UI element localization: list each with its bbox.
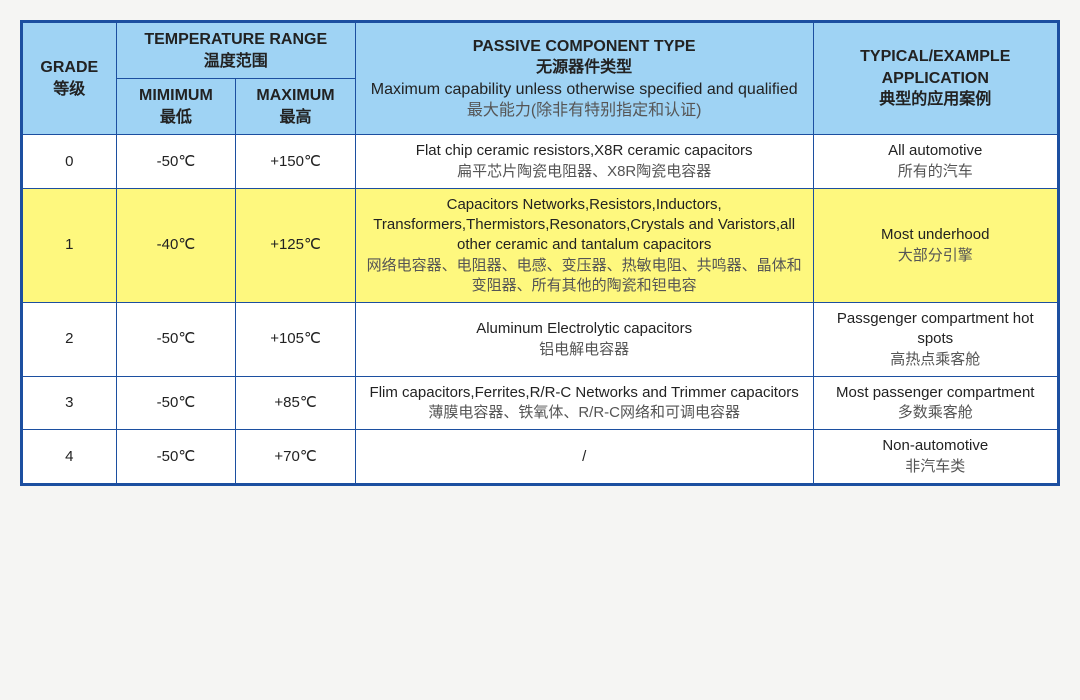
header-grade-en: GRADE bbox=[27, 57, 112, 79]
cell-grade: 0 bbox=[23, 135, 117, 189]
cell-type: Flim capacitors,Ferrites,R/R-C Networks … bbox=[355, 376, 813, 430]
cell-min: -50℃ bbox=[116, 376, 236, 430]
cell-max: +125℃ bbox=[236, 188, 356, 302]
cell-app-cn: 多数乘客舱 bbox=[818, 403, 1053, 423]
header-app-en2: APPLICATION bbox=[818, 68, 1053, 90]
header-type: PASSIVE COMPONENT TYPE 无源器件类型 Maximum ca… bbox=[355, 23, 813, 135]
table-container: GRADE 等级 TEMPERATURE RANGE 温度范围 PASSIVE … bbox=[20, 20, 1060, 486]
cell-type: Capacitors Networks,Resistors,Inductors,… bbox=[355, 188, 813, 302]
cell-type-cn: 网络电容器、电阻器、电感、变压器、热敏电阻、共鸣器、晶体和变阻器、所有其他的陶瓷… bbox=[360, 256, 809, 297]
table-body: 0 -50℃ +150℃ Flat chip ceramic resistors… bbox=[23, 135, 1058, 484]
header-temp-en: TEMPERATURE RANGE bbox=[121, 29, 351, 51]
header-grade-cn: 等级 bbox=[27, 79, 112, 101]
cell-type-en: Capacitors Networks,Resistors,Inductors,… bbox=[360, 195, 809, 256]
cell-max: +150℃ bbox=[236, 135, 356, 189]
table-row: 4 -50℃ +70℃ / Non-automotive 非汽车类 bbox=[23, 430, 1058, 484]
header-app-cn: 典型的应用案例 bbox=[818, 89, 1053, 111]
cell-type-en: Flat chip ceramic resistors,X8R ceramic … bbox=[360, 141, 809, 161]
cell-app-en: Most passenger compartment bbox=[818, 383, 1053, 403]
header-max-en: MAXIMUM bbox=[240, 85, 351, 107]
header-min: MIMIMUM 最低 bbox=[116, 79, 236, 135]
cell-app: Most passenger compartment 多数乘客舱 bbox=[813, 376, 1057, 430]
cell-grade: 1 bbox=[23, 188, 117, 302]
cell-app-cn: 所有的汽车 bbox=[818, 162, 1053, 182]
cell-app-en: All automotive bbox=[818, 141, 1053, 161]
cell-app-en: Most underhood bbox=[818, 225, 1053, 245]
cell-min: -50℃ bbox=[116, 430, 236, 484]
cell-type-cn: 薄膜电容器、铁氧体、R/R-C网络和可调电容器 bbox=[360, 403, 809, 423]
cell-type-en: / bbox=[360, 447, 809, 467]
header-min-en: MIMIMUM bbox=[121, 85, 232, 107]
cell-min: -40℃ bbox=[116, 188, 236, 302]
header-app: TYPICAL/EXAMPLE APPLICATION 典型的应用案例 bbox=[813, 23, 1057, 135]
cell-min: -50℃ bbox=[116, 303, 236, 377]
cell-app-cn: 大部分引擎 bbox=[818, 246, 1053, 266]
cell-grade: 4 bbox=[23, 430, 117, 484]
cell-app-en: Passgenger compartment hot spots bbox=[818, 309, 1053, 350]
cell-max: +85℃ bbox=[236, 376, 356, 430]
header-app-en: TYPICAL/EXAMPLE bbox=[818, 46, 1053, 68]
cell-type: Flat chip ceramic resistors,X8R ceramic … bbox=[355, 135, 813, 189]
header-type-sub-en: Maximum capability unless otherwise spec… bbox=[360, 79, 809, 101]
header-max: MAXIMUM 最高 bbox=[236, 79, 356, 135]
cell-type-en: Aluminum Electrolytic capacitors bbox=[360, 319, 809, 339]
table-row: 1 -40℃ +125℃ Capacitors Networks,Resisto… bbox=[23, 188, 1058, 302]
cell-app: Most underhood 大部分引擎 bbox=[813, 188, 1057, 302]
cell-app: Passgenger compartment hot spots 高热点乘客舱 bbox=[813, 303, 1057, 377]
spec-table: GRADE 等级 TEMPERATURE RANGE 温度范围 PASSIVE … bbox=[22, 22, 1058, 484]
cell-app-cn: 非汽车类 bbox=[818, 457, 1053, 477]
header-grade: GRADE 等级 bbox=[23, 23, 117, 135]
cell-type-cn: 铝电解电容器 bbox=[360, 340, 809, 360]
cell-max: +70℃ bbox=[236, 430, 356, 484]
cell-grade: 2 bbox=[23, 303, 117, 377]
cell-type-cn: 扁平芯片陶瓷电阻器、X8R陶瓷电容器 bbox=[360, 162, 809, 182]
cell-app: All automotive 所有的汽车 bbox=[813, 135, 1057, 189]
header-type-en: PASSIVE COMPONENT TYPE bbox=[360, 36, 809, 58]
cell-type: / bbox=[355, 430, 813, 484]
table-row: 3 -50℃ +85℃ Flim capacitors,Ferrites,R/R… bbox=[23, 376, 1058, 430]
header-type-sub-cn: 最大能力(除非有特别指定和认证) bbox=[360, 100, 809, 122]
cell-grade: 3 bbox=[23, 376, 117, 430]
cell-type: Aluminum Electrolytic capacitors 铝电解电容器 bbox=[355, 303, 813, 377]
cell-max: +105℃ bbox=[236, 303, 356, 377]
header-min-cn: 最低 bbox=[121, 107, 232, 129]
cell-app: Non-automotive 非汽车类 bbox=[813, 430, 1057, 484]
cell-type-en: Flim capacitors,Ferrites,R/R-C Networks … bbox=[360, 383, 809, 403]
header-row-1: GRADE 等级 TEMPERATURE RANGE 温度范围 PASSIVE … bbox=[23, 23, 1058, 79]
table-row: 0 -50℃ +150℃ Flat chip ceramic resistors… bbox=[23, 135, 1058, 189]
header-type-cn1: 无源器件类型 bbox=[360, 57, 809, 79]
header-max-cn: 最高 bbox=[240, 107, 351, 129]
cell-min: -50℃ bbox=[116, 135, 236, 189]
header-temp-range: TEMPERATURE RANGE 温度范围 bbox=[116, 23, 355, 79]
table-row: 2 -50℃ +105℃ Aluminum Electrolytic capac… bbox=[23, 303, 1058, 377]
header-temp-cn: 温度范围 bbox=[121, 51, 351, 73]
cell-app-en: Non-automotive bbox=[818, 436, 1053, 456]
cell-app-cn: 高热点乘客舱 bbox=[818, 350, 1053, 370]
